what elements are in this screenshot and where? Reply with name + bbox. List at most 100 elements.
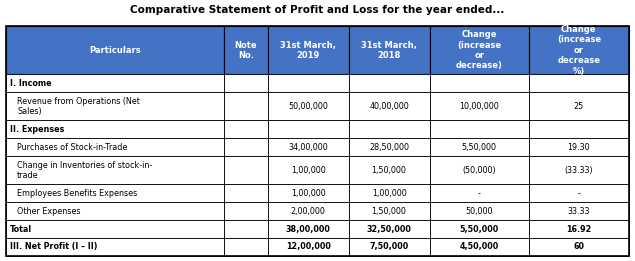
Text: 12,00,000: 12,00,000: [286, 242, 331, 251]
Text: -: -: [478, 189, 481, 198]
Bar: [224, 138, 268, 156]
Text: 1,50,000: 1,50,000: [371, 166, 406, 175]
Bar: [6, 238, 224, 256]
Text: Change in Inventories of stock-in-
trade: Change in Inventories of stock-in- trade: [17, 161, 152, 180]
Bar: [6, 202, 224, 220]
Text: 33.33: 33.33: [568, 207, 590, 216]
Bar: [349, 74, 429, 92]
Bar: [6, 185, 224, 202]
Bar: [268, 26, 349, 74]
Bar: [429, 156, 529, 185]
Bar: [529, 156, 629, 185]
Bar: [6, 138, 224, 156]
Bar: [529, 185, 629, 202]
Text: Revenue from Operations (Net
Sales): Revenue from Operations (Net Sales): [17, 97, 140, 116]
Bar: [224, 74, 268, 92]
Bar: [6, 121, 224, 138]
Bar: [268, 92, 349, 121]
Bar: [224, 156, 268, 185]
Text: 31st March,
2019: 31st March, 2019: [280, 40, 336, 60]
Text: Note
No.: Note No.: [234, 40, 257, 60]
Text: Change
(increase
or
decrease
%): Change (increase or decrease %): [557, 25, 601, 75]
Text: 1,00,000: 1,00,000: [291, 189, 326, 198]
Text: I. Income: I. Income: [10, 79, 51, 88]
Text: 5,50,000: 5,50,000: [460, 224, 499, 234]
Bar: [529, 220, 629, 238]
Text: 38,00,000: 38,00,000: [286, 224, 331, 234]
Bar: [6, 74, 224, 92]
Text: Purchases of Stock-in-Trade: Purchases of Stock-in-Trade: [17, 143, 128, 152]
Text: 28,50,000: 28,50,000: [369, 143, 409, 152]
Bar: [349, 238, 429, 256]
Bar: [349, 156, 429, 185]
Bar: [429, 220, 529, 238]
Bar: [349, 92, 429, 121]
Text: (33.33): (33.33): [565, 166, 593, 175]
Text: 50,00,000: 50,00,000: [288, 102, 328, 111]
Bar: [529, 74, 629, 92]
Bar: [429, 238, 529, 256]
Bar: [224, 26, 268, 74]
Bar: [224, 121, 268, 138]
Bar: [6, 26, 224, 74]
Bar: [268, 220, 349, 238]
Bar: [529, 121, 629, 138]
Bar: [529, 202, 629, 220]
Bar: [429, 121, 529, 138]
Text: Other Expenses: Other Expenses: [17, 207, 81, 216]
Bar: [349, 138, 429, 156]
Bar: [224, 238, 268, 256]
Bar: [349, 121, 429, 138]
Text: 4,50,000: 4,50,000: [460, 242, 499, 251]
Bar: [224, 185, 268, 202]
Bar: [429, 138, 529, 156]
Text: II. Expenses: II. Expenses: [10, 125, 64, 134]
Bar: [224, 202, 268, 220]
Text: (50,000): (50,000): [462, 166, 496, 175]
Bar: [268, 202, 349, 220]
Bar: [268, 74, 349, 92]
Bar: [6, 92, 224, 121]
Text: 10,00,000: 10,00,000: [460, 102, 499, 111]
Bar: [429, 185, 529, 202]
Bar: [429, 202, 529, 220]
Text: 40,00,000: 40,00,000: [369, 102, 409, 111]
Text: 19.30: 19.30: [568, 143, 590, 152]
Bar: [6, 220, 224, 238]
Bar: [268, 238, 349, 256]
Bar: [6, 26, 629, 256]
Bar: [349, 202, 429, 220]
Text: 1,00,000: 1,00,000: [371, 189, 406, 198]
Bar: [529, 92, 629, 121]
Bar: [529, 238, 629, 256]
Text: Employees Benefits Expenses: Employees Benefits Expenses: [17, 189, 137, 198]
Bar: [529, 26, 629, 74]
Bar: [268, 138, 349, 156]
Bar: [268, 121, 349, 138]
Text: 1,00,000: 1,00,000: [291, 166, 326, 175]
Text: 16.92: 16.92: [566, 224, 591, 234]
Text: 2,00,000: 2,00,000: [291, 207, 326, 216]
Bar: [429, 74, 529, 92]
Text: 5,50,000: 5,50,000: [462, 143, 497, 152]
Text: 60: 60: [573, 242, 584, 251]
Text: 34,00,000: 34,00,000: [288, 143, 328, 152]
Text: 1,50,000: 1,50,000: [371, 207, 406, 216]
Text: Total: Total: [10, 224, 32, 234]
Text: III. Net Profit (I – II): III. Net Profit (I – II): [10, 242, 97, 251]
Bar: [349, 26, 429, 74]
Text: Comparative Statement of Profit and Loss for the year ended...: Comparative Statement of Profit and Loss…: [130, 5, 505, 15]
Bar: [224, 92, 268, 121]
Bar: [529, 138, 629, 156]
Text: 50,000: 50,000: [465, 207, 493, 216]
Bar: [268, 156, 349, 185]
Bar: [429, 92, 529, 121]
Bar: [6, 156, 224, 185]
Text: 7,50,000: 7,50,000: [370, 242, 409, 251]
Text: 31st March,
2018: 31st March, 2018: [361, 40, 417, 60]
Bar: [349, 185, 429, 202]
Text: -: -: [577, 189, 580, 198]
Bar: [224, 220, 268, 238]
Text: Change
(increase
or
decrease): Change (increase or decrease): [456, 30, 503, 70]
Bar: [349, 220, 429, 238]
